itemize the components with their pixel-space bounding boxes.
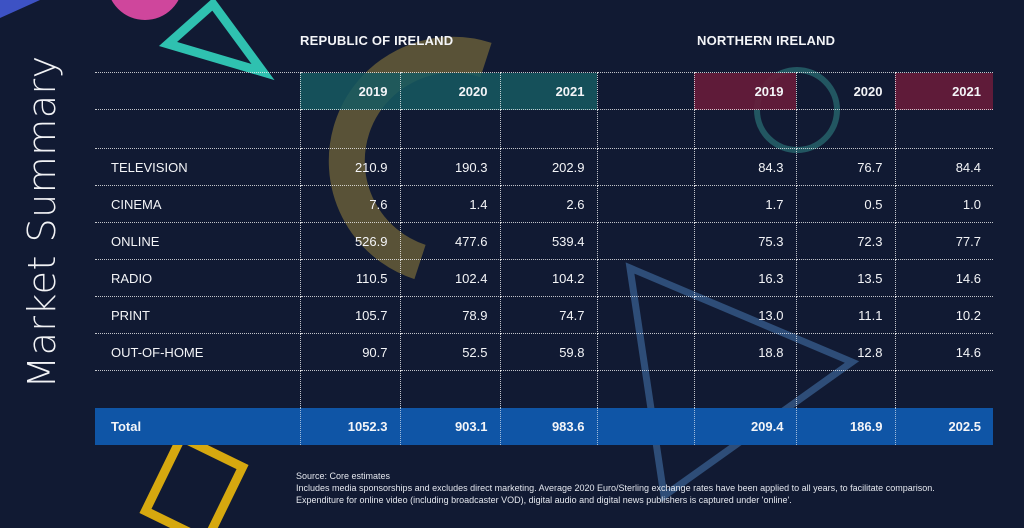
table-row: RADIO 110.5 102.4 104.2 16.3 13.5 14.6 (95, 259, 993, 297)
value-cell: 1.0 (895, 185, 993, 223)
value-cell: 52.5 (400, 333, 501, 371)
value-cell: 18.8 (694, 333, 797, 371)
gap-cell (597, 148, 695, 186)
value-cell: 76.7 (796, 148, 896, 186)
total-gap-cell (597, 408, 695, 445)
year-header-roi-2019: 2019 (300, 72, 401, 110)
row-label: PRINT (95, 296, 301, 334)
value-cell: 210.9 (300, 148, 401, 186)
footnote-methodology: Includes media sponsorships and excludes… (296, 483, 935, 493)
region-heading-ni: NORTHERN IRELAND (697, 33, 836, 48)
footnote-source: Source: Core estimates (296, 471, 391, 481)
year-header-ni-2020: 2020 (796, 72, 896, 110)
year-header-row: 2019 2020 2021 2019 2020 2021 (95, 72, 993, 110)
value-cell: 10.2 (895, 296, 993, 334)
row-label: ONLINE (95, 222, 301, 260)
table-row: CINEMA 7.6 1.4 2.6 1.7 0.5 1.0 (95, 185, 993, 223)
gap-cell (597, 259, 695, 297)
gap-cell (597, 185, 695, 223)
value-cell: 102.4 (400, 259, 501, 297)
value-cell: 72.3 (796, 222, 896, 260)
total-value-cell: 209.4 (694, 408, 797, 445)
blue-corner-triangle-shape (0, 0, 40, 18)
value-cell: 539.4 (500, 222, 598, 260)
value-cell: 7.6 (300, 185, 401, 223)
gap-cell (597, 333, 695, 371)
row-label: CINEMA (95, 185, 301, 223)
value-cell: 104.2 (500, 259, 598, 297)
year-header-roi-2021: 2021 (500, 72, 598, 110)
footnote-online-definition: Expenditure for online video (including … (296, 495, 792, 505)
value-cell: 105.7 (300, 296, 401, 334)
gap-cell (597, 222, 695, 260)
table-row: OUT-OF-HOME 90.7 52.5 59.8 18.8 12.8 14.… (95, 333, 993, 371)
spacer-row (95, 109, 993, 149)
gap-cell (597, 296, 695, 334)
value-cell: 16.3 (694, 259, 797, 297)
row-label: OUT-OF-HOME (95, 333, 301, 371)
value-cell: 84.4 (895, 148, 993, 186)
value-cell: 477.6 (400, 222, 501, 260)
value-cell: 190.3 (400, 148, 501, 186)
row-label: TELEVISION (95, 148, 301, 186)
value-cell: 1.4 (400, 185, 501, 223)
value-cell: 12.8 (796, 333, 896, 371)
pink-circle-shape (111, 0, 179, 20)
value-cell: 14.6 (895, 259, 993, 297)
total-row: Total 1052.3 903.1 983.6 209.4 186.9 202… (95, 408, 993, 445)
row-label: RADIO (95, 259, 301, 297)
total-value-cell: 202.5 (895, 408, 993, 445)
year-header-ni-2021: 2021 (895, 72, 993, 110)
year-header-ni-2019: 2019 (694, 72, 797, 110)
table-row: PRINT 105.7 78.9 74.7 13.0 11.1 10.2 (95, 296, 993, 334)
value-cell: 59.8 (500, 333, 598, 371)
total-value-cell: 903.1 (400, 408, 501, 445)
year-header-roi-2020: 2020 (400, 72, 501, 110)
value-cell: 74.7 (500, 296, 598, 334)
value-cell: 78.9 (400, 296, 501, 334)
market-table-wrapper: 2019 2020 2021 2019 2020 2021 TELEVISION… (95, 72, 993, 445)
value-cell: 90.7 (300, 333, 401, 371)
header-gap-cell (597, 72, 695, 110)
value-cell: 77.7 (895, 222, 993, 260)
value-cell: 13.5 (796, 259, 896, 297)
value-cell: 1.7 (694, 185, 797, 223)
teal-triangle-shape (158, 0, 275, 81)
market-summary-table: 2019 2020 2021 2019 2020 2021 TELEVISION… (95, 72, 993, 445)
value-cell: 75.3 (694, 222, 797, 260)
region-heading-roi: REPUBLIC OF IRELAND (300, 33, 454, 48)
value-cell: 526.9 (300, 222, 401, 260)
value-cell: 84.3 (694, 148, 797, 186)
total-value-cell: 186.9 (796, 408, 896, 445)
header-blank-cell (95, 72, 301, 110)
value-cell: 2.6 (500, 185, 598, 223)
value-cell: 110.5 (300, 259, 401, 297)
value-cell: 0.5 (796, 185, 896, 223)
total-label: Total (95, 408, 301, 445)
total-value-cell: 983.6 (500, 408, 598, 445)
table-row: ONLINE 526.9 477.6 539.4 75.3 72.3 77.7 (95, 222, 993, 260)
spacer-row (95, 370, 993, 408)
footnotes: Source: Core estimates Includes media sp… (296, 470, 935, 506)
value-cell: 14.6 (895, 333, 993, 371)
value-cell: 11.1 (796, 296, 896, 334)
table-row: TELEVISION 210.9 190.3 202.9 84.3 76.7 8… (95, 148, 993, 186)
page-title: Market Summary (20, 55, 64, 389)
value-cell: 202.9 (500, 148, 598, 186)
value-cell: 13.0 (694, 296, 797, 334)
total-value-cell: 1052.3 (300, 408, 401, 445)
gold-square-shape (139, 431, 249, 528)
